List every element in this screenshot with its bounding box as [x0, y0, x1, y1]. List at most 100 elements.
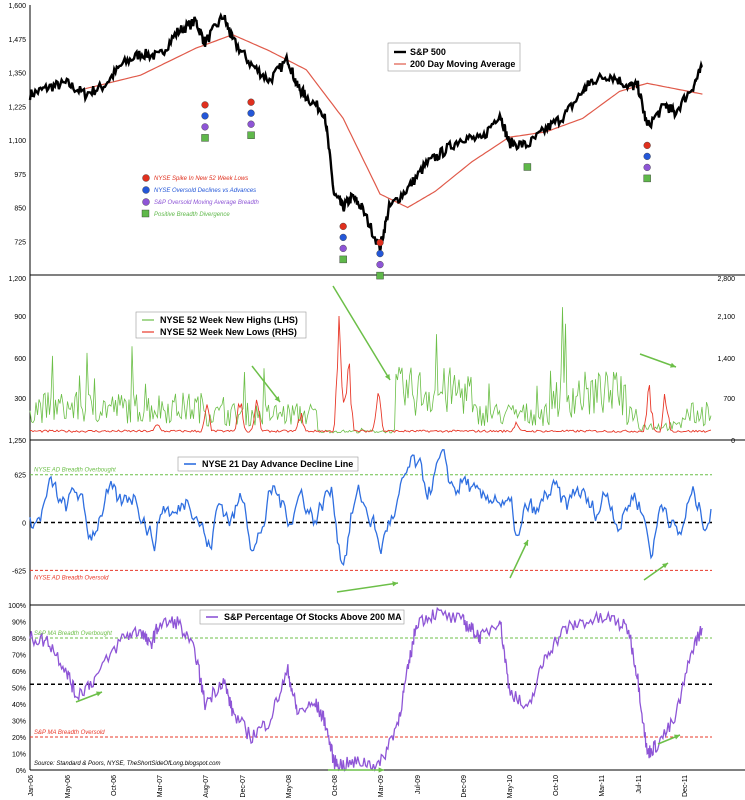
x-tick-label: Dec-09 — [461, 775, 468, 798]
y-tick-label: 30% — [12, 719, 26, 726]
series-line-pct-above-200ma — [29, 606, 703, 772]
y-tick-label: 1,225 — [8, 104, 26, 111]
signal-marker-dot — [201, 101, 209, 109]
signal-marker-dot — [339, 244, 347, 253]
legend-label-ad: NYSE 21 Day Advance Decline Line — [202, 459, 353, 469]
signal-marker-dot — [201, 112, 209, 120]
y-tick-label: 975 — [14, 172, 26, 179]
y-tick-label: 60% — [12, 669, 26, 676]
y-tick-label-right: 2,100 — [717, 314, 735, 321]
y-tick-label: 50% — [12, 686, 26, 693]
y-tick-label: 10% — [12, 752, 26, 759]
signal-marker-dot — [643, 152, 651, 161]
signal-marker-square — [523, 163, 532, 171]
legend-box — [135, 311, 307, 339]
signal-marker-dot — [376, 261, 384, 269]
legend-label-200dma: 200 Day Moving Average — [410, 59, 515, 69]
reference-label: NYSE AD Breadth Oversold — [34, 575, 109, 581]
source-note: Source: Standard & Poors, NYSE, TheShort… — [34, 761, 220, 767]
annotation-arrowhead — [662, 563, 668, 569]
reference-label: NYSE AD Breadth Overbought — [34, 468, 116, 474]
y-tick-label-right: 1,400 — [717, 356, 735, 363]
signal-marker-dot — [376, 250, 384, 258]
x-tick-label: Oct-06 — [111, 775, 118, 796]
annotation-arrowhead — [96, 691, 102, 697]
y-tick-label-right: 2,800 — [717, 276, 735, 283]
signal-marker-square — [376, 271, 384, 280]
y-tick-label: 1,475 — [8, 37, 26, 44]
y-tick-label: 1,100 — [8, 138, 26, 145]
series-line-ad — [29, 449, 712, 566]
y-tick-label: 725 — [14, 239, 26, 246]
y-tick-label: 40% — [12, 702, 26, 709]
legend-box — [387, 42, 521, 72]
legend-marker-label: Positive Breadth Divergence — [154, 212, 230, 218]
signal-marker-dot — [643, 141, 651, 150]
x-tick-label: Dec-07 — [240, 775, 247, 798]
legend-marker-label: S&P Oversold Moving Average Breadth — [154, 200, 259, 206]
signal-marker-dot — [201, 123, 209, 131]
legend-marker-label: NYSE Oversold Declines vs Advances — [154, 188, 256, 194]
annotation-arrow — [639, 353, 677, 368]
y-tick-label: 625 — [14, 473, 26, 480]
y-tick-label: -625 — [12, 568, 26, 575]
annotation-arrowhead — [274, 396, 280, 402]
legend-label-ma: S&P Percentage Of Stocks Above 200 MA — [224, 612, 402, 622]
x-tick-label: May-06 — [65, 775, 72, 798]
signal-marker-dot — [247, 98, 255, 106]
x-tick-label: May-08 — [286, 775, 293, 798]
legend-box — [177, 456, 359, 472]
x-tick-label: Mar-07 — [157, 775, 164, 797]
legend-label-sp500: S&P 500 — [410, 47, 446, 57]
reference-label: S&P MA Breadth Overbought — [34, 631, 112, 637]
signal-marker-dot — [247, 109, 255, 117]
x-tick-label: Oct-10 — [553, 775, 560, 796]
annotation-arrowhead — [523, 540, 529, 546]
y-tick-label-left: 1,200 — [8, 276, 26, 283]
legend-marker-square — [141, 209, 150, 218]
y-tick-label-left: 300 — [14, 396, 26, 403]
x-tick-label: Mar-11 — [599, 775, 606, 797]
signal-marker-dot — [247, 120, 255, 128]
annotation-arrow — [509, 539, 529, 579]
series-line-sp500 — [28, 12, 703, 252]
legend-label-highs: NYSE 52 Week New Highs (LHS) — [160, 315, 298, 325]
annotation-arrow — [332, 285, 391, 381]
legend-marker-dot — [142, 186, 150, 194]
signal-marker-dot — [376, 239, 384, 247]
x-tick-label: May-10 — [507, 775, 514, 798]
annotation-arrowhead — [384, 374, 390, 380]
y-tick-label-right: 0 — [731, 438, 735, 445]
x-tick-label: Jul-11 — [636, 775, 643, 794]
y-tick-label: 70% — [12, 653, 26, 660]
x-tick-label: Mar-09 — [378, 775, 385, 797]
annotation-arrowhead — [674, 734, 680, 740]
signal-marker-square — [339, 255, 347, 264]
signal-marker-dot — [339, 233, 347, 242]
x-tick-label: Aug-07 — [203, 775, 210, 798]
legend-marker-dot — [142, 174, 150, 182]
y-tick-label: 90% — [12, 620, 26, 627]
signal-marker-square — [643, 174, 651, 183]
legend-marker-label: NYSE Spike In New 52 Week Lows — [154, 176, 248, 182]
signal-marker-square — [201, 134, 209, 142]
y-tick-label: 0 — [22, 521, 26, 528]
y-tick-label-left: 900 — [14, 314, 26, 321]
annotation-arrow — [336, 582, 399, 593]
y-tick-label-right: 700 — [723, 396, 735, 403]
x-tick-label: Oct-08 — [332, 775, 339, 796]
x-tick-label: Dec-11 — [682, 775, 689, 797]
y-tick-label: 80% — [12, 636, 26, 643]
y-tick-label: 100% — [8, 603, 26, 610]
y-tick-label-left: 600 — [14, 356, 26, 363]
legend-label-lows: NYSE 52 Week New Lows (RHS) — [160, 327, 297, 337]
y-tick-label: 0% — [16, 768, 26, 775]
series-line-200dma — [85, 34, 703, 209]
annotation-arrowhead — [670, 362, 676, 368]
signal-marker-dot — [339, 222, 347, 231]
y-tick-label: 1,600 — [8, 3, 26, 10]
annotation-arrow — [251, 365, 281, 403]
signal-marker-square — [247, 131, 255, 139]
